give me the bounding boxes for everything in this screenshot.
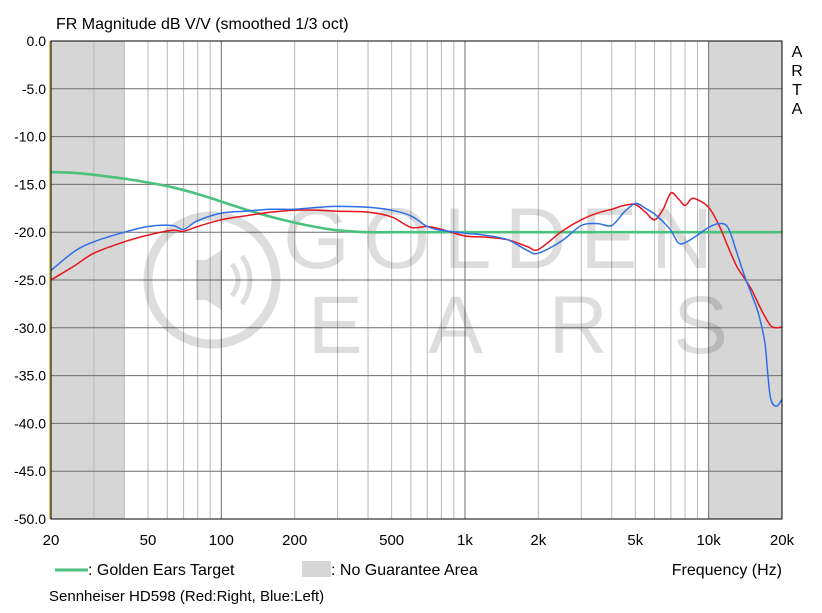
x-tick-labels: 20 50 100 200 500 1k 2k 5k 10k 20k [43,532,795,549]
x-tick-label: 20k [770,532,795,549]
y-tick-label: -20.0 [14,224,46,240]
y-tick-label: -35.0 [14,368,46,384]
arta-letter: R [791,63,803,80]
x-tick-label: 100 [209,532,234,549]
legend-swatch-no-guarantee-area [302,561,331,577]
legend-label-golden-ears-target: : Golden Ears Target [88,562,235,579]
x-tick-label: 10k [697,532,722,549]
arta-letter: A [792,101,803,118]
watermark-speaker-icon [196,250,222,310]
arta-letter: T [792,82,802,99]
chart-subtitle: Sennheiser HD598 (Red:Right, Blue:Left) [49,588,324,605]
watermark-line2: EARS [308,280,728,371]
y-tick-label: -50.0 [14,511,46,527]
y-tick-label: 0.0 [27,33,47,49]
x-tick-label: 2k [530,532,546,549]
y-tick-label: -25.0 [14,272,46,288]
y-tick-labels: 0.0 -5.0 -10.0 -15.0 -20.0 -25.0 -30.0 -35.0 -40… [14,33,46,527]
y-tick-label: -10.0 [14,129,46,145]
x-tick-label: 20 [43,532,60,549]
y-tick-label: -40.0 [14,415,46,431]
legend-label-no-guarantee-area: : No Guarantee Area [331,562,478,579]
x-tick-label: 1k [457,532,473,549]
x-tick-label: 500 [379,532,404,549]
y-tick-label: -45.0 [14,463,46,479]
y-tick-label: -5.0 [22,81,46,97]
chart-title: FR Magnitude dB V/V (smoothed 1/3 oct) [56,16,349,33]
x-tick-label: 50 [140,532,157,549]
arta-letter: A [792,44,803,61]
x-tick-label: 200 [282,532,307,549]
x-axis-label: Frequency (Hz) [672,562,782,579]
y-tick-label: -15.0 [14,176,46,192]
x-tick-label: 5k [627,532,643,549]
y-tick-label: -30.0 [14,320,46,336]
